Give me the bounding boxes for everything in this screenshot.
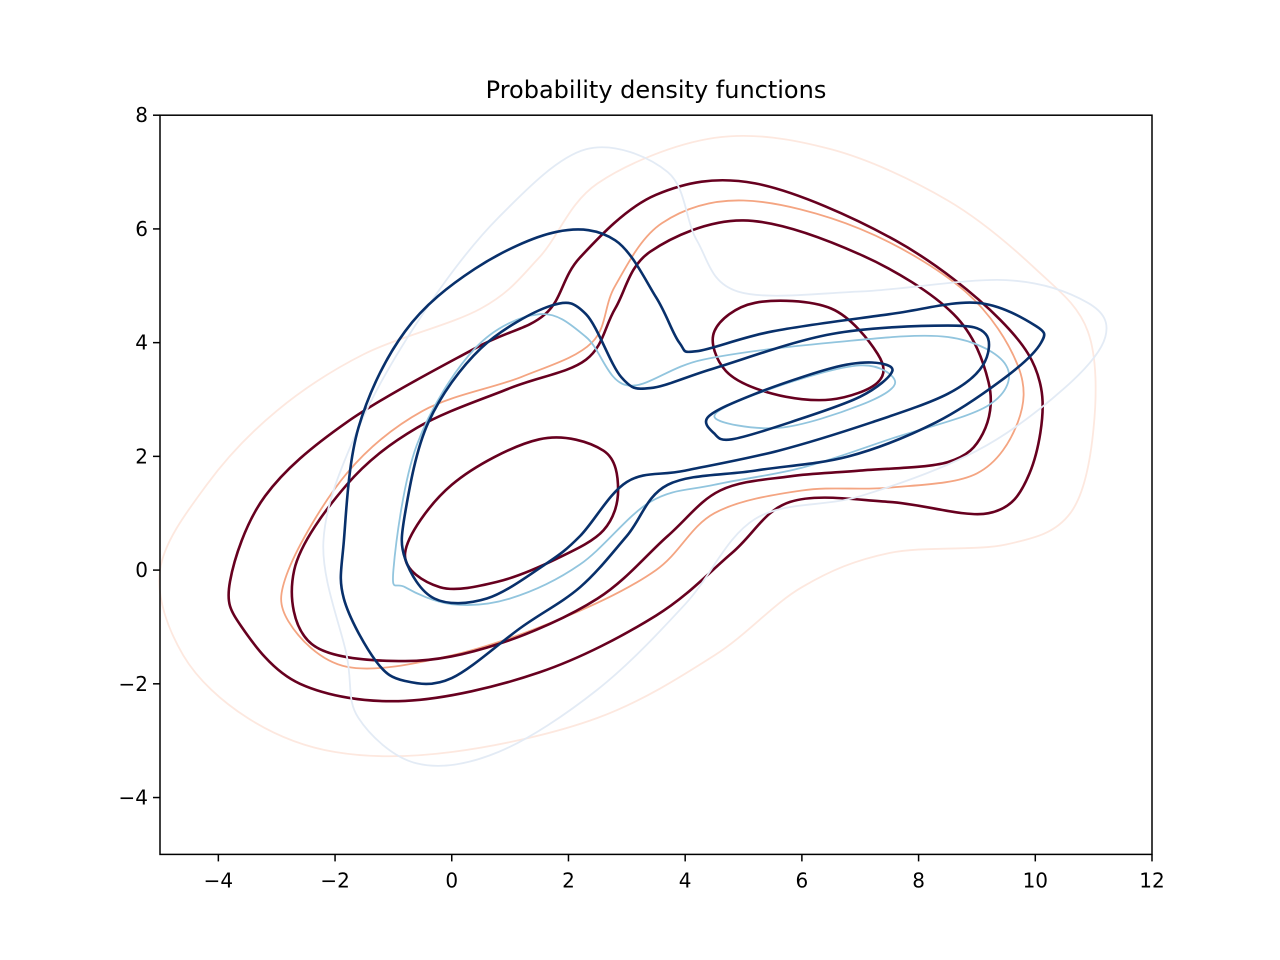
contour-series-2-strong-2 — [400, 301, 991, 605]
contour-series-1-strong-1 — [227, 178, 1044, 703]
contour-series-2-strong-1 — [339, 228, 1046, 686]
contour-series-2-strong-3 — [704, 361, 894, 442]
contour-layer — [158, 134, 1108, 767]
contour-series-1-strong-4 — [711, 299, 885, 402]
x-tick-label: 2 — [562, 868, 575, 892]
chart-title: Probability density functions — [486, 76, 827, 104]
x-tick-label: 0 — [445, 868, 458, 892]
y-tick-label: 8 — [135, 103, 148, 127]
x-tick-label: 6 — [796, 868, 809, 892]
plot-frame — [159, 114, 1153, 856]
y-tick-label: −4 — [119, 786, 148, 810]
y-tick-label: 0 — [135, 558, 148, 582]
x-tick-label: 4 — [679, 868, 692, 892]
x-tick-label: 12 — [1139, 868, 1164, 892]
contour-series-1-mid-1 — [280, 199, 1025, 670]
contour-series-1-strong-3 — [403, 436, 620, 591]
y-tick-label: 2 — [135, 444, 148, 468]
y-tick-label: 4 — [135, 331, 148, 355]
contour-series-1-faint-1 — [158, 134, 1097, 758]
y-axis: −4 −2 0 2 4 6 8 — [119, 103, 160, 810]
contour-series-2-faint-1 — [322, 146, 1108, 767]
x-tick-label: −2 — [320, 868, 349, 892]
x-tick-label: −4 — [204, 868, 233, 892]
contour-series-2-mid-1 — [392, 313, 1010, 606]
y-tick-label: −2 — [119, 672, 148, 696]
y-tick-label: 6 — [135, 217, 148, 241]
x-tick-label: 8 — [912, 868, 925, 892]
x-axis: −4 −2 0 2 4 6 8 10 12 — [204, 854, 1165, 892]
x-tick-label: 10 — [1023, 868, 1048, 892]
